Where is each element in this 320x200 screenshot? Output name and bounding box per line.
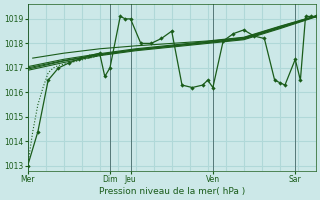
X-axis label: Pression niveau de la mer( hPa ): Pression niveau de la mer( hPa ) bbox=[99, 187, 245, 196]
